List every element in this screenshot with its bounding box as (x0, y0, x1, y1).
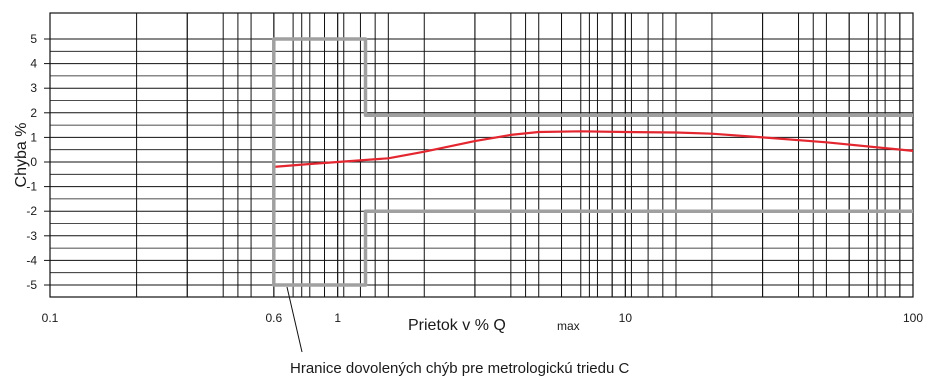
error-curve (273, 130, 914, 168)
x-tick-label: 1 (334, 311, 341, 325)
annotation-leader (286, 286, 303, 353)
y-tick-label: 4 (30, 57, 37, 71)
y-tick-label: -1 (26, 180, 37, 194)
x-axis-title-subscript: max (557, 319, 580, 333)
y-tick-label: -2 (26, 204, 37, 218)
y-tick-label: 3 (30, 81, 37, 95)
x-tick-label: 0.1 (42, 311, 59, 325)
y-tick-label: 5 (30, 32, 37, 46)
y-axis-title: Chyba % (13, 123, 30, 188)
plot-frame (49, 12, 914, 298)
x-tick-label: 100 (903, 311, 923, 325)
x-tick-label: 0.6 (266, 311, 283, 325)
y-tick-label: 1 (30, 130, 37, 144)
annotation-text: Hranice dovolených chýb pre metrologickú… (290, 360, 629, 377)
y-tick-label: 2 (30, 106, 37, 120)
y-tick-label: -5 (26, 278, 37, 292)
x-axis-title: Prietok v % Q (408, 317, 506, 334)
error-limit-boundary (272, 37, 913, 287)
y-tick-label: -4 (26, 253, 37, 267)
y-tick-label: -3 (26, 229, 37, 243)
y-tick-label: 0 (30, 155, 37, 169)
x-tick-label: 10 (619, 311, 633, 325)
